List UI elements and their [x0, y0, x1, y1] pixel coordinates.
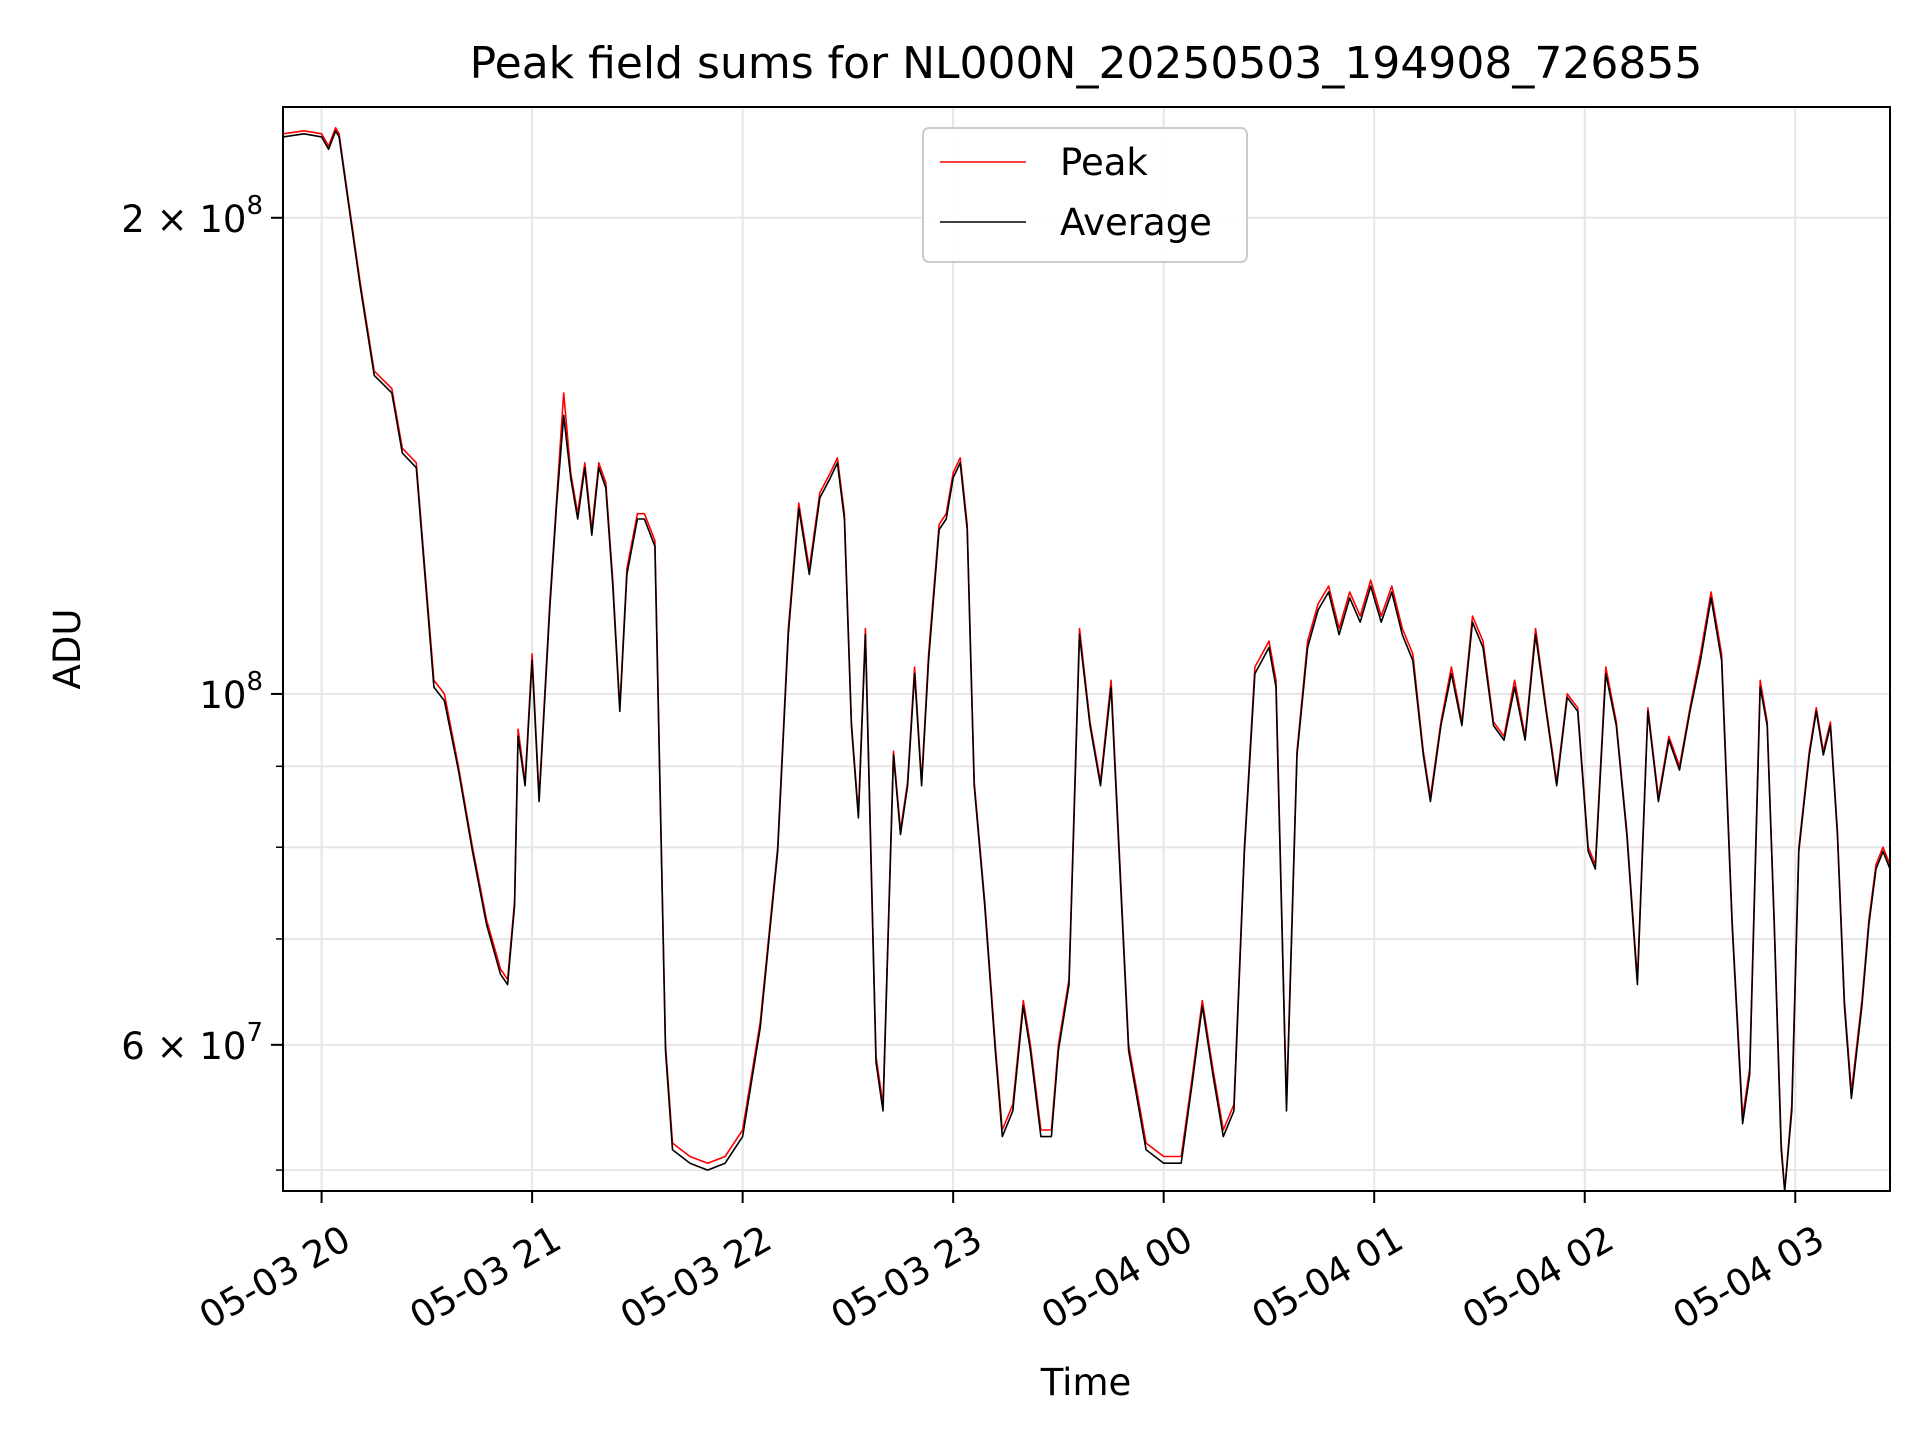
- legend: Peak Average: [922, 127, 1248, 263]
- legend-peak-label: Peak: [1060, 141, 1148, 184]
- legend-average-label: Average: [1060, 201, 1212, 244]
- series-line-average: [283, 130, 1890, 1191]
- y-axis: 2 × 108 108 6 × 107: [121, 191, 283, 1171]
- plot-lines: [283, 127, 1890, 1191]
- chart-title: Peak field sums for NL000N_20250503_1949…: [470, 38, 1703, 89]
- y-tick-label: 2 × 108: [121, 191, 263, 241]
- y-tick-label: 6 × 107: [121, 1018, 263, 1068]
- y-axis-label: ADU: [46, 609, 89, 690]
- y-tick-label: 108: [199, 667, 263, 717]
- x-axis-label: Time: [1040, 1361, 1132, 1404]
- plot-frame: [282, 106, 1891, 1192]
